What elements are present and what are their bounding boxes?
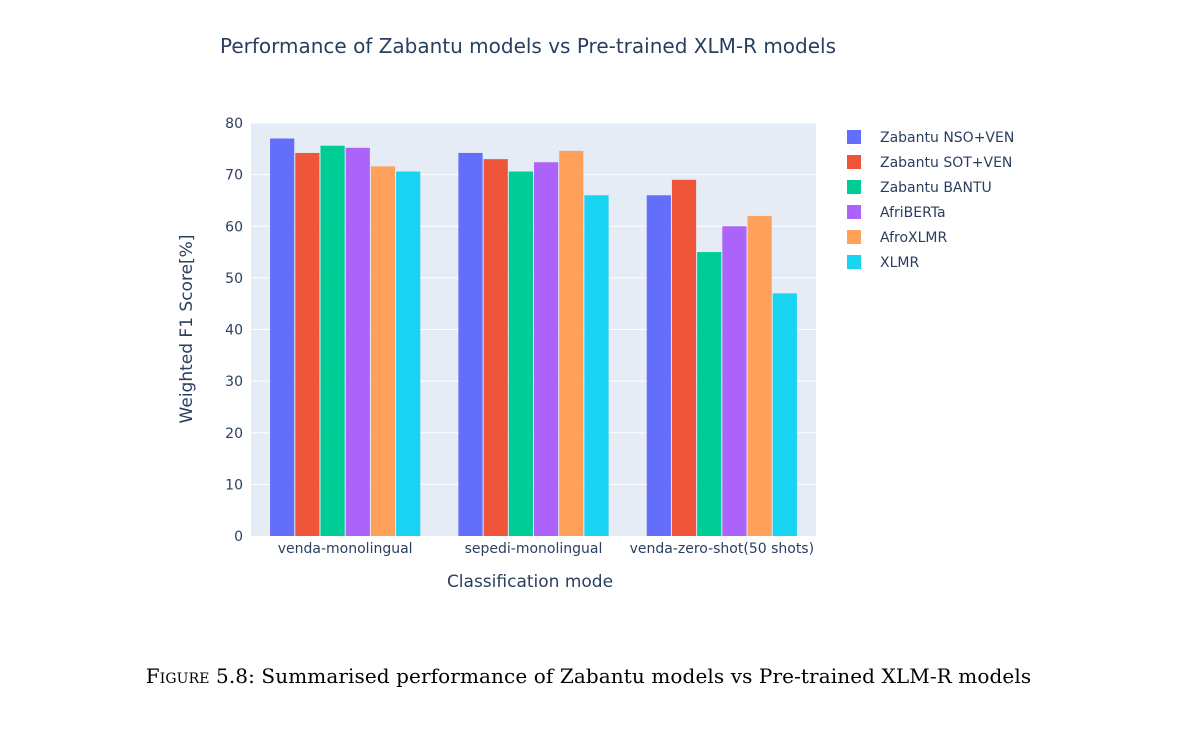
x-axis-title: Classification mode — [447, 572, 613, 592]
bar-chart: Performance of Zabantu models vs Pre-tra… — [177, 34, 1014, 592]
bar-zabantu-sot-ven-0 — [295, 152, 320, 536]
y-axis-ticks: 0 10 20 30 40 50 60 70 80 — [225, 116, 243, 545]
caption-label: Figure 5.8: — [145, 664, 255, 688]
gridlines — [251, 122, 816, 485]
legend-label: AfroXLMR — [880, 230, 947, 246]
bar-afroxlmr-2 — [747, 215, 772, 537]
y-tick-label: 0 — [234, 529, 243, 545]
y-tick-label: 70 — [225, 168, 243, 184]
x-tick-label: venda-monolingual — [278, 541, 413, 557]
x-tick-label: sepedi-monolingual — [465, 541, 603, 557]
bar-zabantu-sot-ven-2 — [671, 179, 697, 536]
legend-swatch — [847, 155, 861, 169]
y-axis-title: Weighted F1 Score[%] — [177, 235, 197, 424]
bar-zabantu-bantu-1 — [508, 171, 533, 536]
bar-afriberta-0 — [345, 147, 370, 536]
legend-label: Zabantu BANTU — [880, 180, 992, 196]
bar-afriberta-2 — [722, 226, 747, 536]
y-tick-label: 50 — [225, 271, 243, 287]
legend-swatch — [847, 255, 861, 269]
y-tick-label: 80 — [225, 116, 243, 132]
caption-text: Summarised performance of Zabantu models… — [261, 664, 1032, 688]
bar-afriberta-1 — [534, 162, 559, 537]
legend-label: AfriBERTa — [880, 205, 946, 221]
y-tick-label: 20 — [225, 426, 243, 442]
bars — [270, 138, 797, 537]
x-axis-ticks: venda-monolingual sepedi-monolingual venda… — [278, 541, 814, 557]
bar-zabantu-sot-ven-1 — [483, 159, 508, 536]
legend-swatch — [847, 205, 861, 219]
legend-label: Zabantu SOT+VEN — [880, 155, 1012, 171]
bar-zabantu-nso-ven-2 — [646, 195, 671, 536]
figure-caption: Figure 5.8: Summarised performance of Za… — [0, 664, 1177, 688]
y-tick-label: 30 — [225, 374, 243, 390]
chart-title: Performance of Zabantu models vs Pre-tra… — [220, 34, 836, 58]
legend: Zabantu NSO+VEN Zabantu SOT+VEN Zabantu BA… — [847, 130, 1014, 271]
legend-swatch — [847, 230, 861, 244]
bar-xlmr-0 — [396, 171, 421, 536]
y-tick-label: 60 — [225, 219, 243, 235]
bar-zabantu-nso-ven-0 — [270, 138, 295, 537]
bar-zabantu-nso-ven-1 — [458, 152, 483, 536]
bar-xlmr-1 — [584, 195, 609, 536]
y-tick-label: 40 — [225, 323, 243, 339]
bar-zabantu-bantu-0 — [320, 145, 345, 536]
bar-xlmr-2 — [772, 293, 797, 536]
bar-afroxlmr-1 — [559, 150, 584, 536]
bar-zabantu-bantu-2 — [697, 252, 722, 536]
bar-afroxlmr-0 — [370, 166, 396, 537]
legend-swatch — [847, 130, 861, 144]
x-tick-label: venda-zero-shot(50 shots) — [630, 541, 815, 557]
legend-label: Zabantu NSO+VEN — [880, 130, 1014, 146]
legend-label: XLMR — [880, 255, 919, 271]
y-tick-label: 10 — [225, 477, 243, 493]
legend-swatch — [847, 180, 861, 194]
